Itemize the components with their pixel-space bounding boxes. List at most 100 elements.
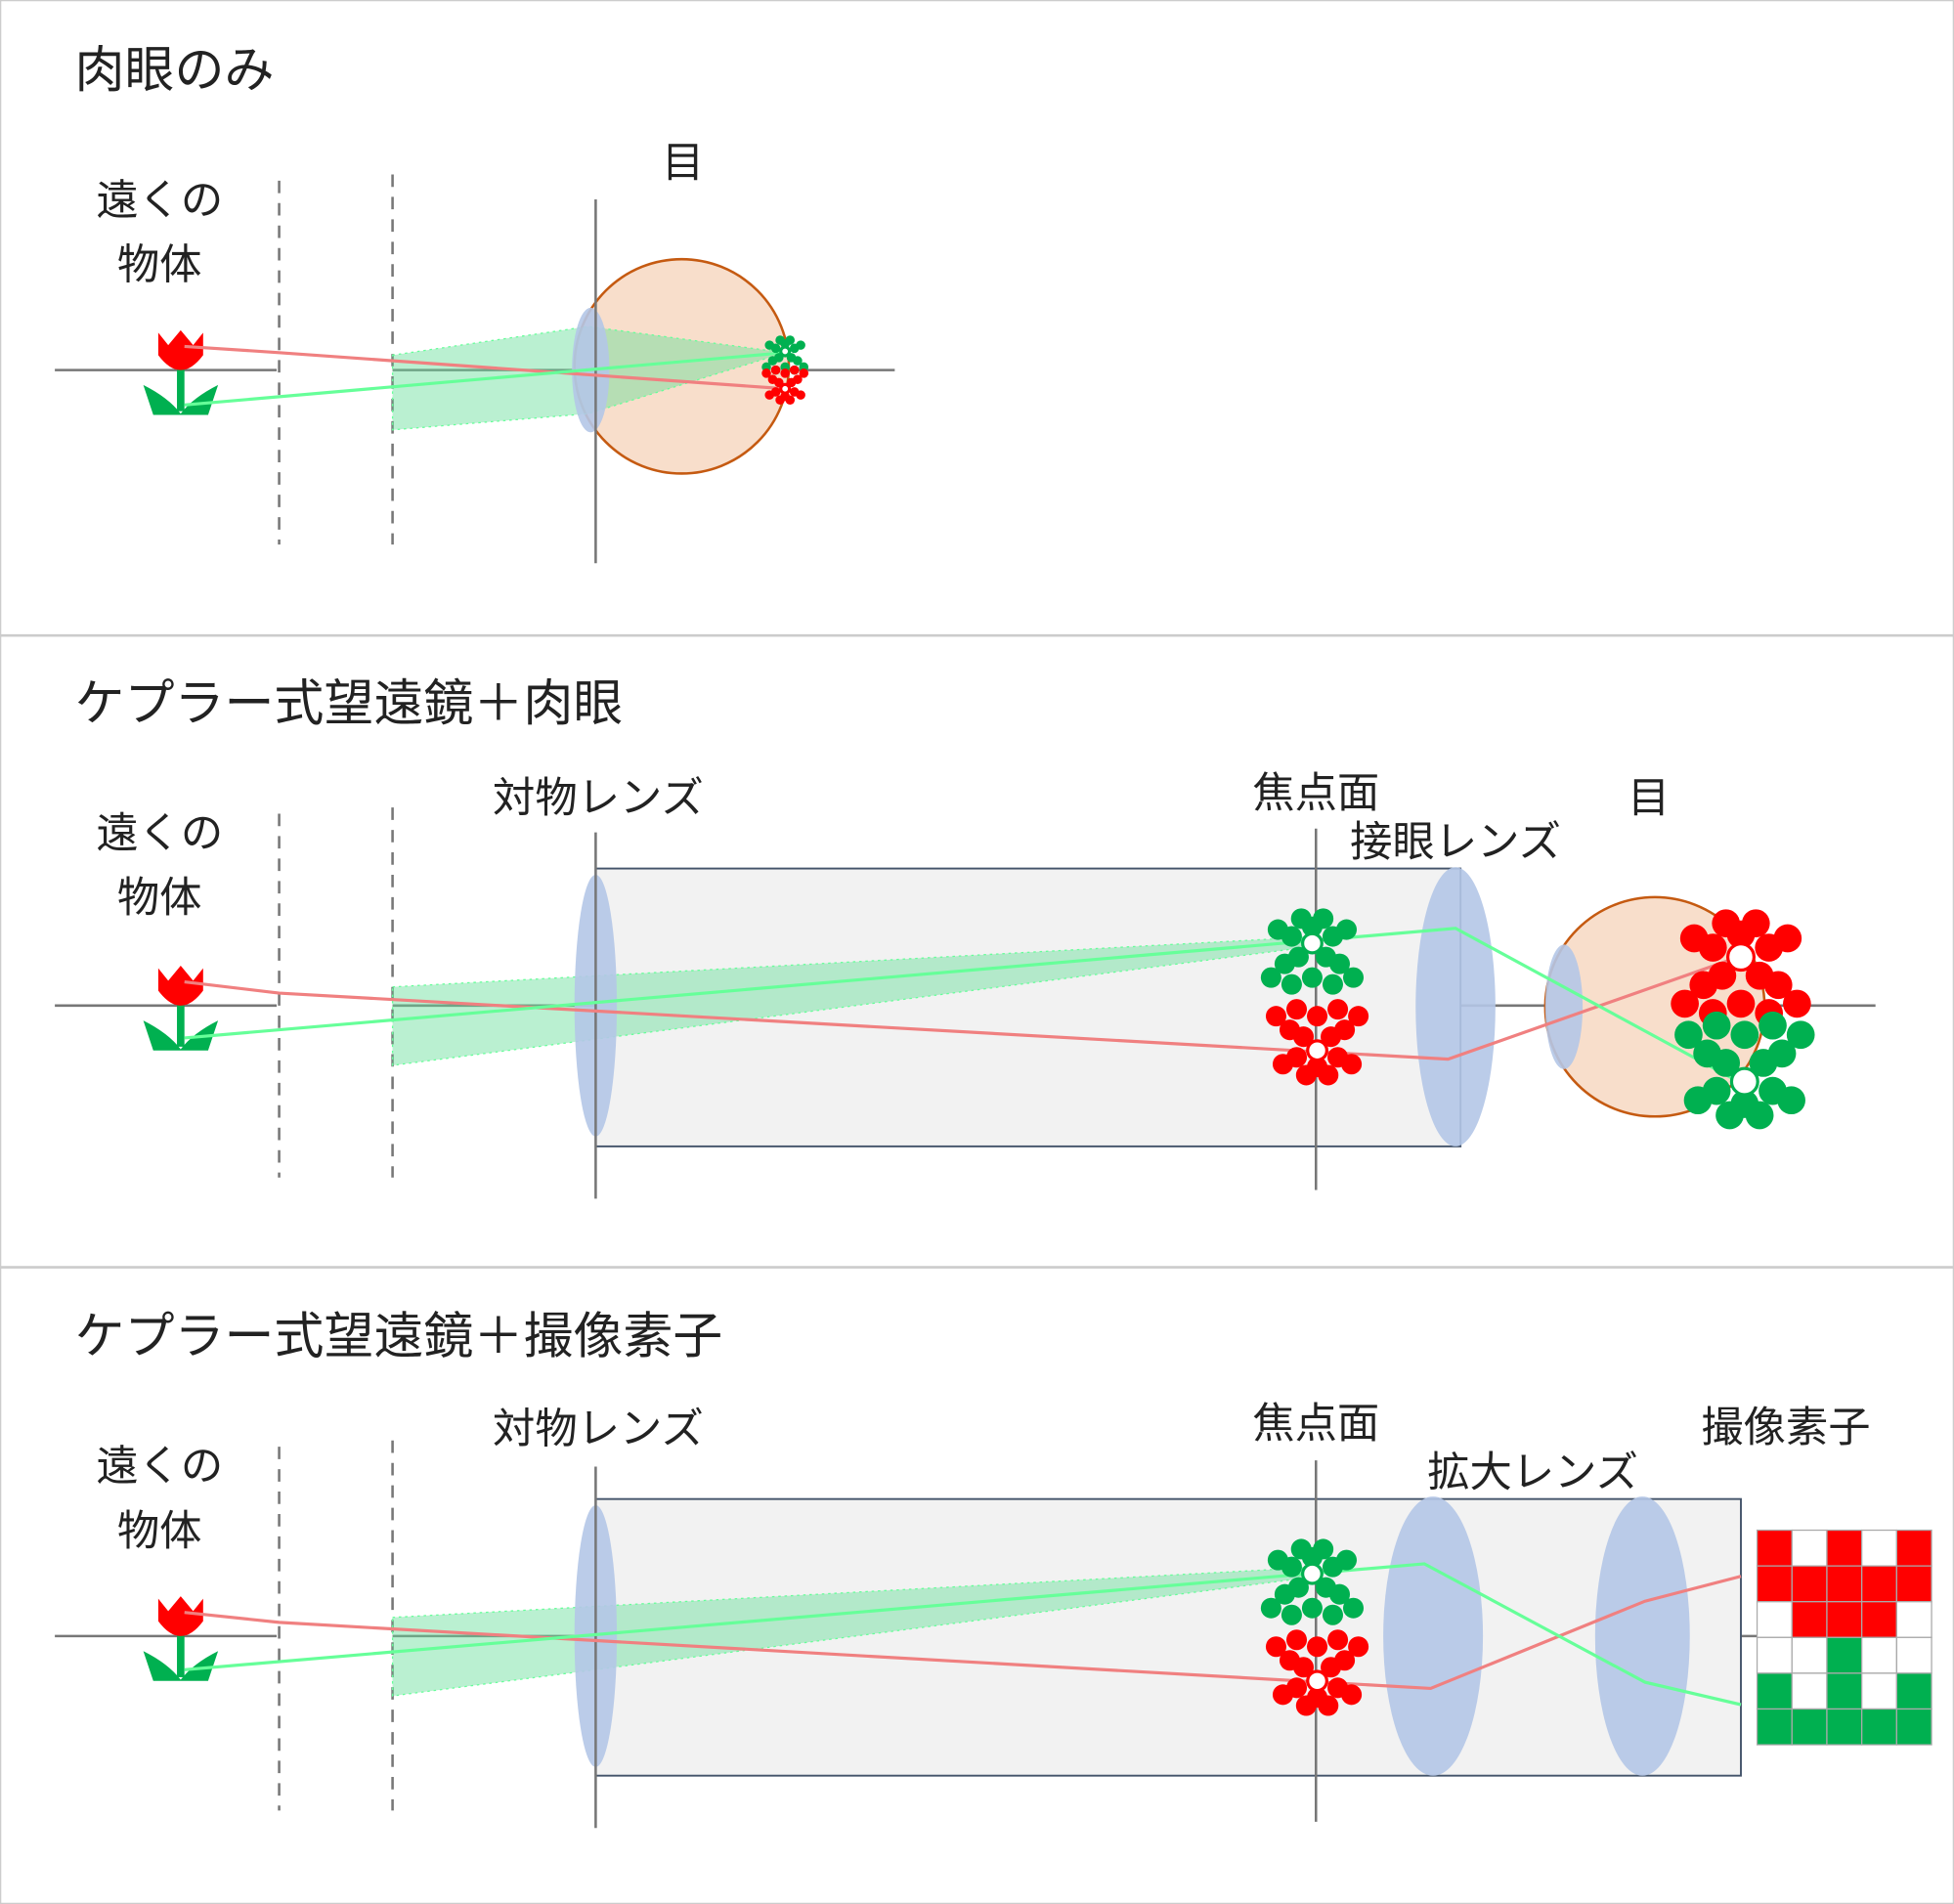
- sensor-pixel: [1791, 1636, 1828, 1674]
- image-dot: [1301, 967, 1323, 988]
- red-image: [761, 365, 809, 406]
- image-dot: [1285, 1629, 1308, 1651]
- image-dot: [1341, 1054, 1363, 1075]
- image-dot: [1281, 974, 1302, 995]
- image-center: [1726, 942, 1756, 973]
- image-dot: [1741, 909, 1770, 938]
- tulip-flower: [157, 966, 203, 1006]
- image-dot: [796, 390, 805, 400]
- sensor-pixel: [1826, 1672, 1863, 1710]
- image-center: [1306, 1669, 1328, 1693]
- image-center: [779, 345, 792, 358]
- image-dot: [1726, 989, 1756, 1018]
- image-center: [1306, 1039, 1328, 1062]
- image-dot: [1318, 1695, 1339, 1716]
- label: 物体: [117, 241, 202, 290]
- sensor-pixel: [1895, 1565, 1932, 1603]
- image-dot: [1767, 1039, 1797, 1068]
- image-dot: [1260, 1597, 1281, 1619]
- sensor-pixel: [1826, 1529, 1863, 1567]
- label: 物体: [117, 1507, 202, 1556]
- sensor-pixel: [1756, 1565, 1793, 1603]
- image-dot: [764, 340, 775, 350]
- sensor-pixel: [1861, 1672, 1897, 1710]
- sensor-pixel: [1861, 1708, 1897, 1746]
- image-dot: [1342, 1597, 1365, 1619]
- image-dot: [796, 340, 805, 350]
- image-dot: [1328, 953, 1351, 974]
- sensor-pixel: [1895, 1601, 1932, 1638]
- image-dot: [1679, 924, 1709, 953]
- sensor-pixel: [1826, 1708, 1863, 1746]
- red-image: [1265, 999, 1369, 1086]
- sensor-pixel: [1826, 1636, 1863, 1674]
- image-dot: [1693, 1039, 1721, 1068]
- image-dot: [1674, 1020, 1703, 1050]
- image-dot: [1777, 1086, 1805, 1115]
- image-dot: [785, 335, 796, 345]
- green-image: [1674, 1011, 1815, 1130]
- sensor-pixel: [1861, 1601, 1897, 1638]
- tulip-leaves: [143, 1020, 219, 1051]
- image-dot: [1290, 908, 1312, 930]
- image-dot: [1683, 1086, 1713, 1115]
- image-dot: [1295, 1695, 1317, 1716]
- green-image: [1260, 908, 1365, 995]
- image-dot: [1281, 1604, 1302, 1625]
- lens: [1594, 1496, 1690, 1776]
- tulip-stem: [177, 364, 185, 411]
- image-dot: [1322, 1604, 1343, 1625]
- image-dot: [1671, 989, 1699, 1018]
- image-dot: [1328, 1583, 1351, 1605]
- label: 焦点面: [1252, 769, 1379, 818]
- label: 目: [662, 139, 704, 188]
- label: 遠くの: [96, 176, 223, 225]
- image-dot: [775, 335, 785, 345]
- image-dot: [770, 365, 781, 375]
- image-dot: [1272, 1054, 1293, 1075]
- tulip-leaves: [143, 1651, 219, 1681]
- label: 目: [1628, 774, 1670, 823]
- image-dot: [775, 395, 785, 406]
- image-dot: [767, 374, 778, 384]
- label: 対物レンズ: [493, 774, 704, 823]
- image-dot: [1285, 999, 1308, 1020]
- green-ray: [184, 351, 786, 407]
- label: 接眼レンズ: [1350, 818, 1561, 867]
- tulip-flower: [157, 1596, 203, 1636]
- sensor-pixel: [1826, 1601, 1863, 1638]
- image-dot: [761, 368, 771, 378]
- image-dot: [1318, 1064, 1339, 1086]
- image-dot: [1341, 1684, 1363, 1706]
- image-center: [779, 382, 792, 395]
- image-dot: [1307, 1006, 1328, 1027]
- green-image: [1260, 1538, 1365, 1625]
- image-dot: [1307, 1636, 1328, 1658]
- image-dot: [1745, 1101, 1774, 1130]
- sensor-pixel: [1756, 1529, 1793, 1567]
- image-dot: [1290, 1538, 1312, 1560]
- image-dot: [1334, 1650, 1356, 1671]
- image-dot: [1313, 1538, 1334, 1560]
- sensor-pixel: [1861, 1636, 1897, 1674]
- image-dot: [1335, 1549, 1358, 1571]
- image-dot: [1348, 1006, 1369, 1027]
- label: 遠くの: [96, 1443, 223, 1492]
- sensor-pixel: [1861, 1529, 1897, 1567]
- label: 拡大レンズ: [1427, 1449, 1638, 1497]
- sensor-pixel: [1826, 1565, 1863, 1603]
- tulip-flower: [157, 329, 203, 370]
- green-ray: [184, 927, 1740, 1083]
- image-dot: [1342, 967, 1365, 988]
- image-dot: [1267, 1549, 1288, 1571]
- sensor-pixel: [1756, 1672, 1793, 1710]
- image-dot: [1327, 999, 1349, 1020]
- image-dot: [785, 395, 796, 406]
- image-dot: [1274, 1583, 1295, 1605]
- image-dot: [1279, 1019, 1301, 1041]
- image-dot: [1327, 1629, 1349, 1651]
- sensor-pixel: [1791, 1565, 1828, 1603]
- sensor-pixel: [1756, 1708, 1793, 1746]
- tulip-stem: [177, 999, 185, 1047]
